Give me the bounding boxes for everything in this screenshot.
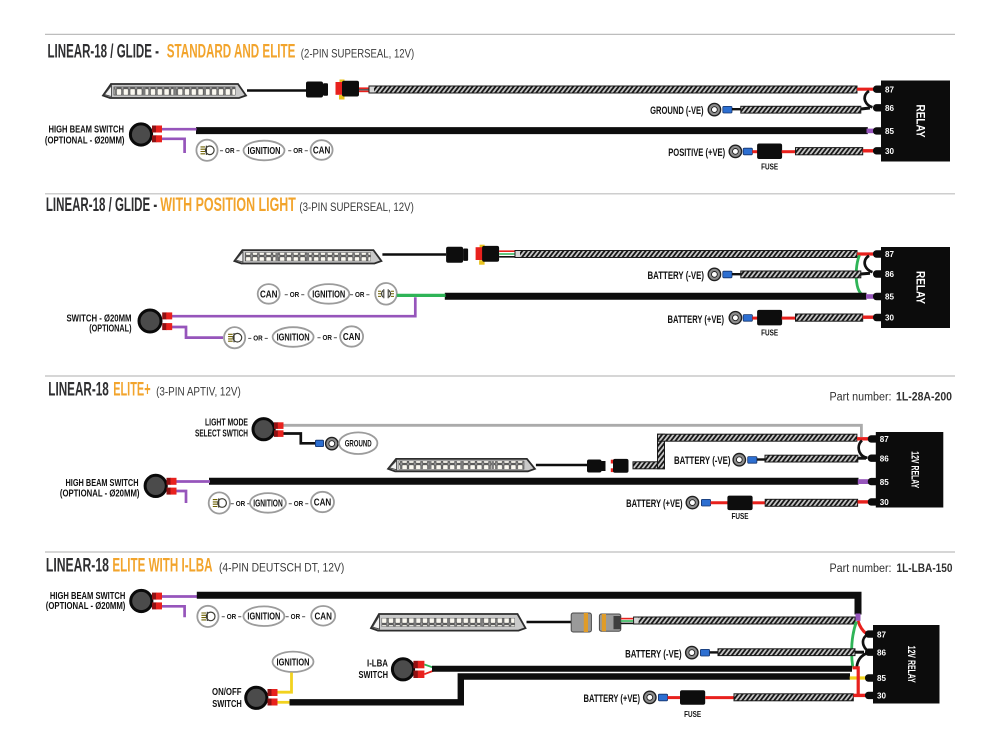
- svg-text:IGNITION: IGNITION: [277, 333, 310, 344]
- svg-text:GROUND (-VE): GROUND (-VE): [650, 105, 704, 117]
- svg-text:– OR –: – OR –: [288, 146, 308, 155]
- svg-text:30: 30: [880, 497, 889, 507]
- svg-text:– OR –: – OR –: [285, 290, 305, 299]
- svg-text:– OR –: – OR –: [289, 499, 309, 508]
- svg-text:87: 87: [880, 434, 889, 444]
- svg-text:1L-28A-200: 1L-28A-200: [896, 392, 952, 404]
- svg-text:(2-PIN SUPERSEAL, 12V): (2-PIN SUPERSEAL, 12V): [301, 49, 415, 61]
- svg-text:30: 30: [877, 691, 886, 701]
- svg-text:86: 86: [885, 269, 894, 279]
- svg-text:CAN: CAN: [314, 498, 332, 509]
- svg-text:CAN: CAN: [313, 146, 331, 157]
- svg-text:(4-PIN DEUTSCH DT, 12V): (4-PIN DEUTSCH DT, 12V): [219, 563, 344, 575]
- svg-text:1L-LBA-150: 1L-LBA-150: [897, 563, 953, 575]
- svg-text:(OPTIONAL): (OPTIONAL): [89, 324, 131, 335]
- svg-text:BATTERY (-VE): BATTERY (-VE): [625, 648, 682, 660]
- svg-text:– OR –: – OR –: [248, 333, 268, 342]
- svg-text:BATTERY (-VE): BATTERY (-VE): [648, 270, 705, 282]
- svg-text:87: 87: [877, 629, 886, 639]
- svg-text:ON/OFF: ON/OFF: [212, 687, 242, 698]
- svg-text:FUSE: FUSE: [732, 511, 749, 521]
- svg-text:87: 87: [885, 249, 894, 259]
- svg-text:(OPTIONAL - Ø20MM): (OPTIONAL - Ø20MM): [60, 488, 140, 499]
- svg-text:– OR –: – OR –: [317, 333, 337, 342]
- svg-text:FUSE: FUSE: [684, 709, 701, 719]
- svg-text:CAN: CAN: [260, 289, 278, 300]
- svg-text:HIGH BEAM SWITCH: HIGH BEAM SWITCH: [49, 124, 125, 135]
- svg-text:85: 85: [885, 126, 894, 136]
- svg-text:(3-PIN SUPERSEAL, 12V): (3-PIN SUPERSEAL, 12V): [299, 202, 414, 214]
- svg-text:Part number:: Part number:: [830, 392, 892, 404]
- svg-text:IGNITION: IGNITION: [253, 498, 283, 509]
- svg-text:IGNITION: IGNITION: [247, 612, 280, 623]
- svg-text:RELAY: RELAY: [913, 271, 927, 304]
- svg-text:ELITE WITH I-LBA: ELITE WITH I-LBA: [112, 556, 212, 577]
- svg-text:IGNITION: IGNITION: [248, 146, 281, 157]
- svg-text:SWITCH - Ø20MM: SWITCH - Ø20MM: [67, 313, 132, 324]
- svg-text:(3-PIN APTIV, 12V): (3-PIN APTIV, 12V): [156, 387, 241, 399]
- svg-text:CAN: CAN: [343, 332, 361, 343]
- svg-text:Part number:: Part number:: [830, 563, 892, 575]
- svg-text:86: 86: [885, 103, 894, 113]
- svg-text:SELECT SWTICH: SELECT SWTICH: [195, 429, 248, 440]
- svg-text:86: 86: [880, 453, 889, 463]
- svg-text:– OR –: – OR –: [222, 612, 242, 621]
- svg-text:(OPTIONAL - Ø20MM): (OPTIONAL - Ø20MM): [46, 601, 126, 612]
- svg-text:12V RELAY: 12V RELAY: [908, 451, 920, 488]
- svg-text:WITH POSITION LIGHT: WITH POSITION LIGHT: [160, 195, 296, 216]
- svg-text:FUSE: FUSE: [761, 328, 778, 338]
- svg-text:BATTERY (+VE): BATTERY (+VE): [584, 693, 641, 705]
- svg-text:IGNITION: IGNITION: [277, 657, 310, 668]
- svg-text:GROUND: GROUND: [345, 439, 372, 449]
- svg-text:– OR –: – OR –: [231, 499, 251, 508]
- svg-text:BATTERY (-VE): BATTERY (-VE): [674, 455, 731, 467]
- svg-text:LINEAR-18 / GLIDE -: LINEAR-18 / GLIDE -: [46, 195, 157, 216]
- svg-text:85: 85: [877, 673, 886, 683]
- svg-text:CAN: CAN: [314, 611, 332, 622]
- svg-text:30: 30: [885, 313, 894, 323]
- svg-text:BATTERY (+VE): BATTERY (+VE): [668, 314, 725, 326]
- svg-text:STANDARD AND ELITE: STANDARD AND ELITE: [167, 42, 296, 63]
- svg-text:85: 85: [880, 477, 889, 487]
- svg-text:12V RELAY: 12V RELAY: [905, 646, 917, 683]
- svg-text:– OR –: – OR –: [350, 290, 370, 299]
- svg-text:HIGH BEAM SWITCH: HIGH BEAM SWITCH: [50, 591, 126, 602]
- svg-text:– OR –: – OR –: [285, 612, 305, 621]
- svg-text:LINEAR-18: LINEAR-18: [46, 556, 109, 577]
- svg-text:LINEAR-18: LINEAR-18: [48, 380, 108, 401]
- svg-text:ELITE+: ELITE+: [113, 380, 150, 401]
- svg-text:87: 87: [885, 84, 894, 94]
- svg-text:86: 86: [877, 647, 886, 657]
- svg-text:30: 30: [885, 146, 894, 156]
- svg-text:FUSE: FUSE: [761, 161, 778, 171]
- svg-text:SWITCH: SWITCH: [212, 699, 242, 710]
- svg-text:HIGH BEAM SWITCH: HIGH BEAM SWITCH: [66, 478, 139, 489]
- svg-text:LINEAR-18 / GLIDE -: LINEAR-18 / GLIDE -: [48, 42, 160, 63]
- svg-text:BATTERY (+VE): BATTERY (+VE): [626, 498, 683, 510]
- svg-text:IGNITION: IGNITION: [312, 289, 345, 300]
- svg-text:POSITIVE (+VE): POSITIVE (+VE): [668, 147, 725, 159]
- svg-text:I-LBA: I-LBA: [367, 659, 388, 670]
- svg-text:– OR –: – OR –: [220, 146, 240, 155]
- svg-text:85: 85: [885, 292, 894, 302]
- svg-text:RELAY: RELAY: [913, 105, 927, 138]
- svg-text:LIGHT MODE: LIGHT MODE: [205, 418, 248, 429]
- svg-text:(OPTIONAL - Ø20MM): (OPTIONAL - Ø20MM): [45, 135, 125, 146]
- svg-text:SWITCH: SWITCH: [359, 670, 389, 681]
